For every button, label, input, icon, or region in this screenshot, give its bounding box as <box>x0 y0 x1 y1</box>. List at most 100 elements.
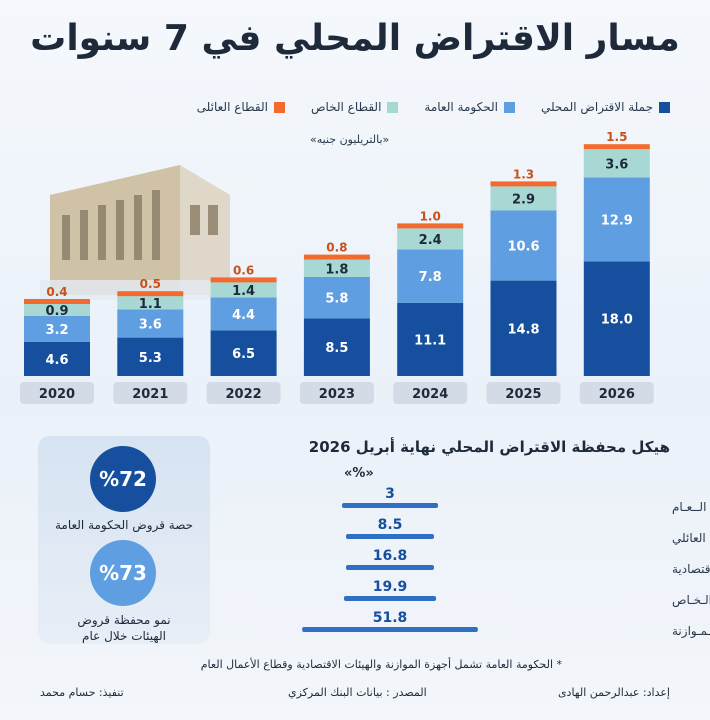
structure-value: 51.8 <box>373 610 408 626</box>
bar-segment-total <box>583 261 650 376</box>
year-label: 2020 <box>39 387 75 402</box>
data-label-private: 1.1 <box>139 297 162 312</box>
bar-segment-total <box>490 280 557 376</box>
credit-source: المصدر : بيانات البنك المركزي <box>288 686 427 699</box>
legend: جملة الاقتراض المحلي الحكومة العامة القط… <box>197 100 670 114</box>
year-label: 2026 <box>599 387 635 402</box>
bar-segment-household <box>210 277 277 283</box>
data-label-private: 2.4 <box>419 233 442 248</box>
data-label-household: 1.3 <box>513 167 534 181</box>
data-label-private: 2.9 <box>512 192 535 207</box>
data-label-total: 5.3 <box>139 351 162 366</box>
year-label-bg <box>20 382 94 404</box>
legend-label: الحكومة العامة <box>424 100 498 114</box>
legend-label: جملة الاقتراض المحلي <box>540 100 653 114</box>
bar-segment-private <box>210 282 277 298</box>
data-label-total: 6.5 <box>232 347 255 362</box>
data-label-total: 14.8 <box>507 322 539 337</box>
data-label-total: 4.6 <box>45 353 68 368</box>
data-label-government: 10.6 <box>507 240 539 255</box>
structure-chart-unit: «%» <box>344 466 374 481</box>
year-label-bg <box>299 382 374 404</box>
bar-segment-private <box>583 149 650 178</box>
data-label-government: 3.6 <box>139 318 162 333</box>
bar-segment-private <box>117 296 184 310</box>
data-label-government: 4.4 <box>232 308 255 323</box>
year-label-bg <box>486 382 561 404</box>
legend-item-private: القطاع الخاص <box>310 100 399 114</box>
year-label-bg <box>113 382 188 404</box>
bar-segment-government <box>117 309 184 338</box>
data-label-household: 0.8 <box>326 241 347 255</box>
bar-segment-household <box>490 181 557 187</box>
structure-value: 16.8 <box>373 548 408 564</box>
data-label-total: 18.0 <box>601 313 633 328</box>
data-label-household: 0.5 <box>140 277 161 291</box>
highlight-label: نمو محفظة قروض الهيئات خلال عام <box>77 613 171 643</box>
data-label-household: 0.6 <box>233 263 254 277</box>
bar-segment-household <box>397 223 464 229</box>
bar-segment-government <box>397 249 464 303</box>
central-bank-building-illustration <box>40 165 240 300</box>
year-label-bg <box>206 382 281 404</box>
highlight-label: حصة قروض الحكومة العامة <box>54 518 194 532</box>
bar-segment-government <box>583 177 650 262</box>
structure-category: الهيئات الاقتصادية <box>672 562 710 576</box>
unit-label: «بالتريليون جنيه» <box>310 133 390 146</box>
legend-item-total: جملة الاقتراض المحلي <box>541 100 670 114</box>
bar-segment-total <box>117 337 184 376</box>
structure-category: القطــاع الـخـاص <box>672 593 710 608</box>
bar-segment-total <box>303 318 370 376</box>
data-label-private: 1.4 <box>232 284 255 299</box>
year-label: 2025 <box>505 387 541 402</box>
bar-segment-household <box>303 254 370 260</box>
structure-value: 3 <box>385 486 395 502</box>
data-label-government: 3.2 <box>45 323 68 338</box>
data-label-government: 5.8 <box>325 292 348 307</box>
legend-item-government: الحكومة العامة <box>424 100 515 114</box>
bar-segment-household <box>24 299 90 304</box>
structure-chart-title: هيكل محفظة الاقتراض المحلي نهاية أبريل 2… <box>308 438 670 456</box>
structure-bar <box>343 596 437 601</box>
data-label-household: 0.4 <box>46 285 67 299</box>
data-label-private: 3.6 <box>605 157 628 172</box>
bar-segment-total <box>397 302 464 376</box>
bar-segment-government <box>490 210 557 281</box>
structure-bar <box>346 565 434 570</box>
bar-segment-private <box>490 186 557 211</box>
bar-segment-government <box>210 297 277 331</box>
year-label: 2021 <box>132 387 168 402</box>
legend-item-household: القطاع العائلى <box>197 100 285 114</box>
data-label-private: 1.8 <box>325 262 348 277</box>
bar-segment-household <box>583 144 650 150</box>
credit-design: تنفيذ: حسام محمد <box>40 686 124 699</box>
structure-bar <box>302 627 478 632</box>
year-label: 2024 <box>412 387 448 402</box>
year-label: 2022 <box>226 387 262 402</box>
data-label-household: 1.5 <box>606 130 627 144</box>
bar-segment-private <box>24 304 90 316</box>
legend-swatch <box>387 101 399 113</box>
bar-segment-government <box>303 277 370 319</box>
bar-segment-total <box>24 341 90 376</box>
year-label-bg <box>579 382 654 404</box>
bar-segment-government <box>24 316 90 342</box>
bar-segment-total <box>210 330 277 376</box>
data-label-total: 11.1 <box>414 333 446 348</box>
page-title: مسار الاقتراض المحلي في 7 سنوات <box>30 18 680 59</box>
structure-value: 19.9 <box>373 579 408 595</box>
bar-segment-private <box>303 259 370 277</box>
data-label-government: 7.8 <box>419 270 442 285</box>
data-label-private: 0.9 <box>45 304 68 319</box>
structure-category: أجـهــزة الـمـوازنة <box>672 623 710 639</box>
legend-label: القطاع الخاص <box>310 100 382 114</box>
footnote: * الحكومة العامة تشمل أجهزة الموازنة وال… <box>200 658 562 671</box>
credit-prepared: إعداد: عبدالرحمن الهادى <box>557 686 670 699</box>
highlight-circle: %73 <box>90 540 156 606</box>
highlight-circle: %72 <box>90 446 156 512</box>
year-label-bg <box>393 382 468 404</box>
legend-swatch <box>659 101 670 113</box>
data-label-government: 12.9 <box>601 213 633 228</box>
bar-segment-household <box>117 291 184 297</box>
